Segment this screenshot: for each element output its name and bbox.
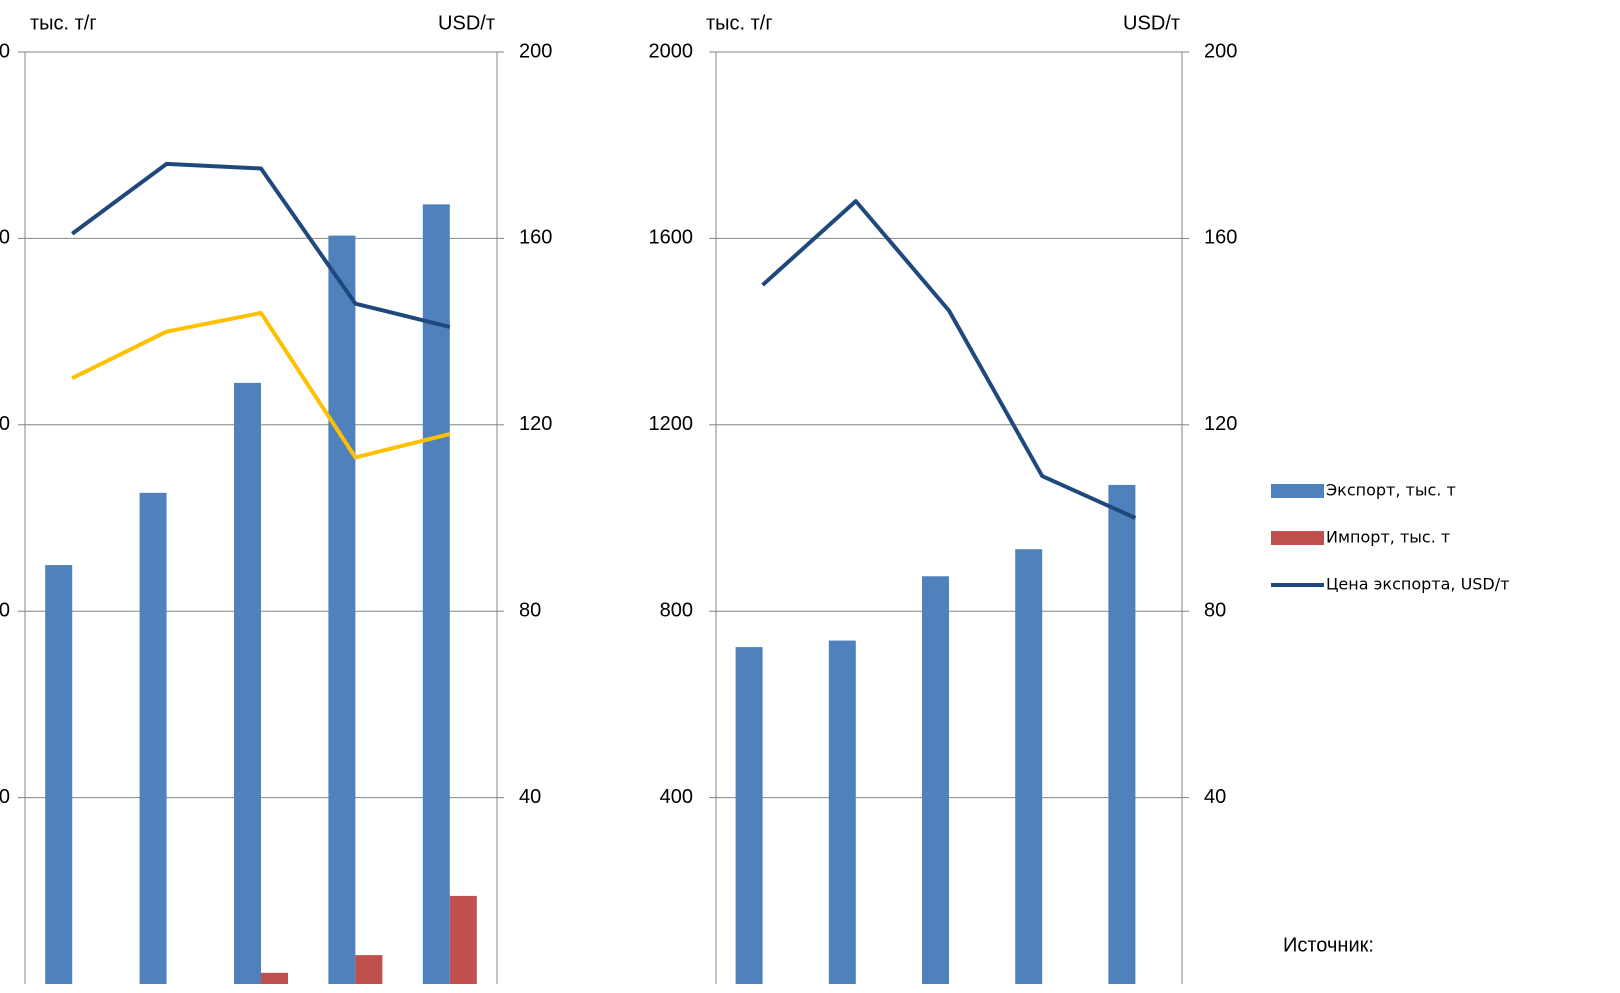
line-series bbox=[71, 161, 451, 329]
bar bbox=[449, 895, 477, 984]
y-axis-title: тыс. т/г bbox=[706, 12, 773, 34]
legend-label: Экспорт, тыс. т bbox=[1326, 481, 1456, 500]
bar bbox=[1015, 549, 1043, 984]
legend-swatch bbox=[1271, 484, 1324, 498]
line-series bbox=[71, 310, 451, 460]
bar bbox=[922, 576, 949, 984]
bar bbox=[828, 640, 856, 984]
y2-axis-title: USD/т bbox=[1123, 12, 1180, 34]
y2-tick-label: 80 bbox=[519, 599, 541, 621]
line-series bbox=[761, 199, 1137, 520]
bar bbox=[735, 647, 763, 984]
bar bbox=[1108, 484, 1136, 984]
y2-tick-label: 200 bbox=[519, 40, 552, 62]
y2-tick-label: 120 bbox=[519, 413, 552, 435]
y-axis-title: тыс. т/г bbox=[30, 12, 97, 34]
y2-tick-label: 40 bbox=[519, 786, 541, 808]
y-tick-label: 2000 bbox=[0, 40, 10, 62]
bar bbox=[45, 565, 73, 984]
y-tick-label: 400 bbox=[660, 786, 693, 808]
y-tick-label: 800 bbox=[0, 599, 10, 621]
y-tick-label: 1600 bbox=[649, 227, 694, 249]
legend-label: Импорт, тыс. т bbox=[1326, 528, 1450, 547]
source-note: Источник: bbox=[1283, 934, 1374, 956]
y2-tick-label: 200 bbox=[1204, 40, 1237, 62]
bar bbox=[139, 492, 167, 984]
y-tick-label: 400 bbox=[0, 786, 10, 808]
y-tick-label: 1200 bbox=[649, 413, 694, 435]
bar bbox=[328, 235, 356, 984]
legend-label: Цена экспорта, USD/т bbox=[1326, 575, 1509, 594]
bar bbox=[355, 955, 383, 984]
bar bbox=[422, 204, 450, 984]
y-tick-label: 2000 bbox=[649, 40, 694, 62]
y2-tick-label: 40 bbox=[1204, 786, 1226, 808]
y2-tick-label: 160 bbox=[1204, 227, 1237, 249]
y-tick-label: 1600 bbox=[0, 227, 10, 249]
legend-swatch bbox=[1271, 531, 1324, 545]
bar bbox=[261, 972, 288, 984]
y2-tick-label: 160 bbox=[519, 227, 552, 249]
y2-tick-label: 120 bbox=[1204, 413, 1237, 435]
y-tick-label: 1200 bbox=[0, 413, 10, 435]
y2-axis-title: USD/т bbox=[438, 12, 495, 34]
y2-tick-label: 80 bbox=[1204, 599, 1226, 621]
bar bbox=[234, 382, 261, 984]
y-tick-label: 800 bbox=[660, 599, 693, 621]
